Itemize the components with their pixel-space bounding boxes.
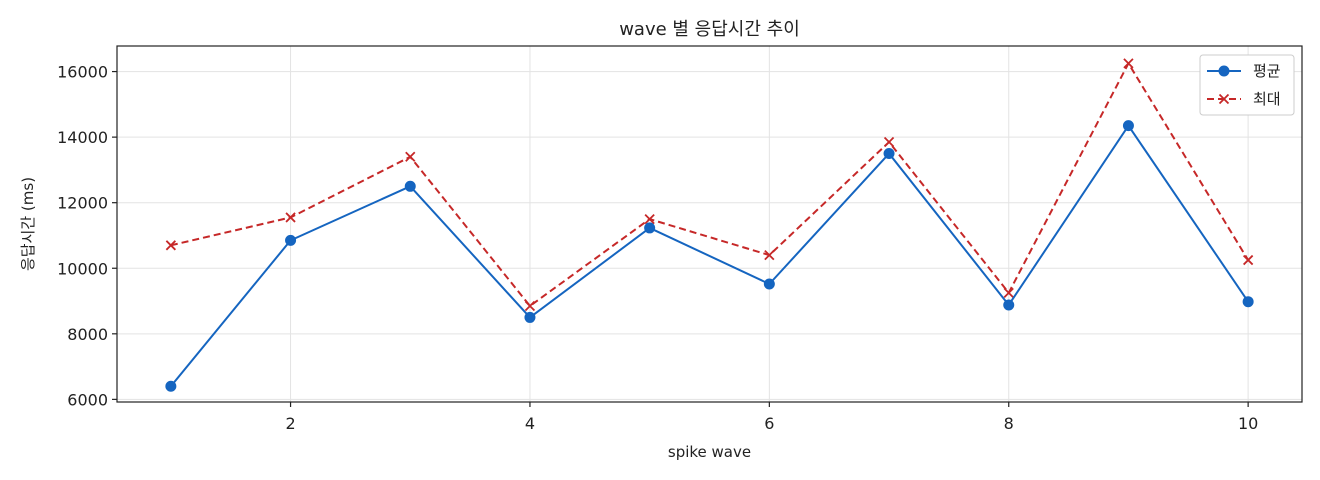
series-max-point [165,240,177,251]
series-average-point [644,222,656,234]
legend-item-max: 최대 [1207,90,1281,108]
series-average-point [524,311,536,323]
series-max-point [644,213,655,225]
x-tick-label: 6 [764,414,774,433]
series-average-point [404,180,416,192]
y-tick-label: 12000 [57,194,108,213]
series-max-point [1243,254,1254,266]
y-tick-label: 6000 [67,390,108,409]
series-average [165,120,1254,392]
y-axis-label: 응답시간 (ms) [19,177,37,271]
series-max-point [405,151,416,162]
x-tick-label: 8 [1004,414,1014,433]
axis-ticks: 2 4 6 8 10 6000 8000 10000 12000 14000 16000 [57,63,1258,433]
series-max-point [1123,58,1134,69]
series-average-point [1122,120,1134,132]
series-average-line [170,124,1249,387]
plot-frame [116,45,1303,403]
grid [117,46,1302,402]
series-layer [165,58,1254,392]
series-max-line [170,62,1249,307]
series-max [165,58,1254,312]
y-tick-label: 16000 [57,63,108,82]
series-average-point [1003,299,1015,311]
legend-label: 평균 [1253,62,1281,80]
series-average-point [165,380,177,392]
y-tick-label: 8000 [67,325,108,344]
series-max-point [524,300,536,312]
series-average-point [1242,296,1254,308]
x-tick-label: 10 [1238,414,1258,433]
x-tick-label: 2 [285,414,295,433]
x-axis-label: spike wave [668,443,751,461]
series-max-point [764,250,775,261]
legend-label: 최대 [1253,90,1281,108]
y-tick-label: 14000 [57,128,108,147]
series-max-point [883,136,895,148]
series-average-point [883,148,895,160]
y-tick-label: 10000 [57,259,108,278]
legend-item-average: 평균 [1207,62,1281,80]
series-max-point [1003,287,1014,298]
x-tick-label: 4 [525,414,535,433]
legend-swatch-marker [1218,93,1230,105]
chart-title: wave 별 응답시간 추이 [619,19,800,40]
legend-swatch-marker [1218,65,1230,77]
series-average-point [763,278,775,290]
series-average-point [285,234,297,246]
series-max-point [285,212,296,223]
